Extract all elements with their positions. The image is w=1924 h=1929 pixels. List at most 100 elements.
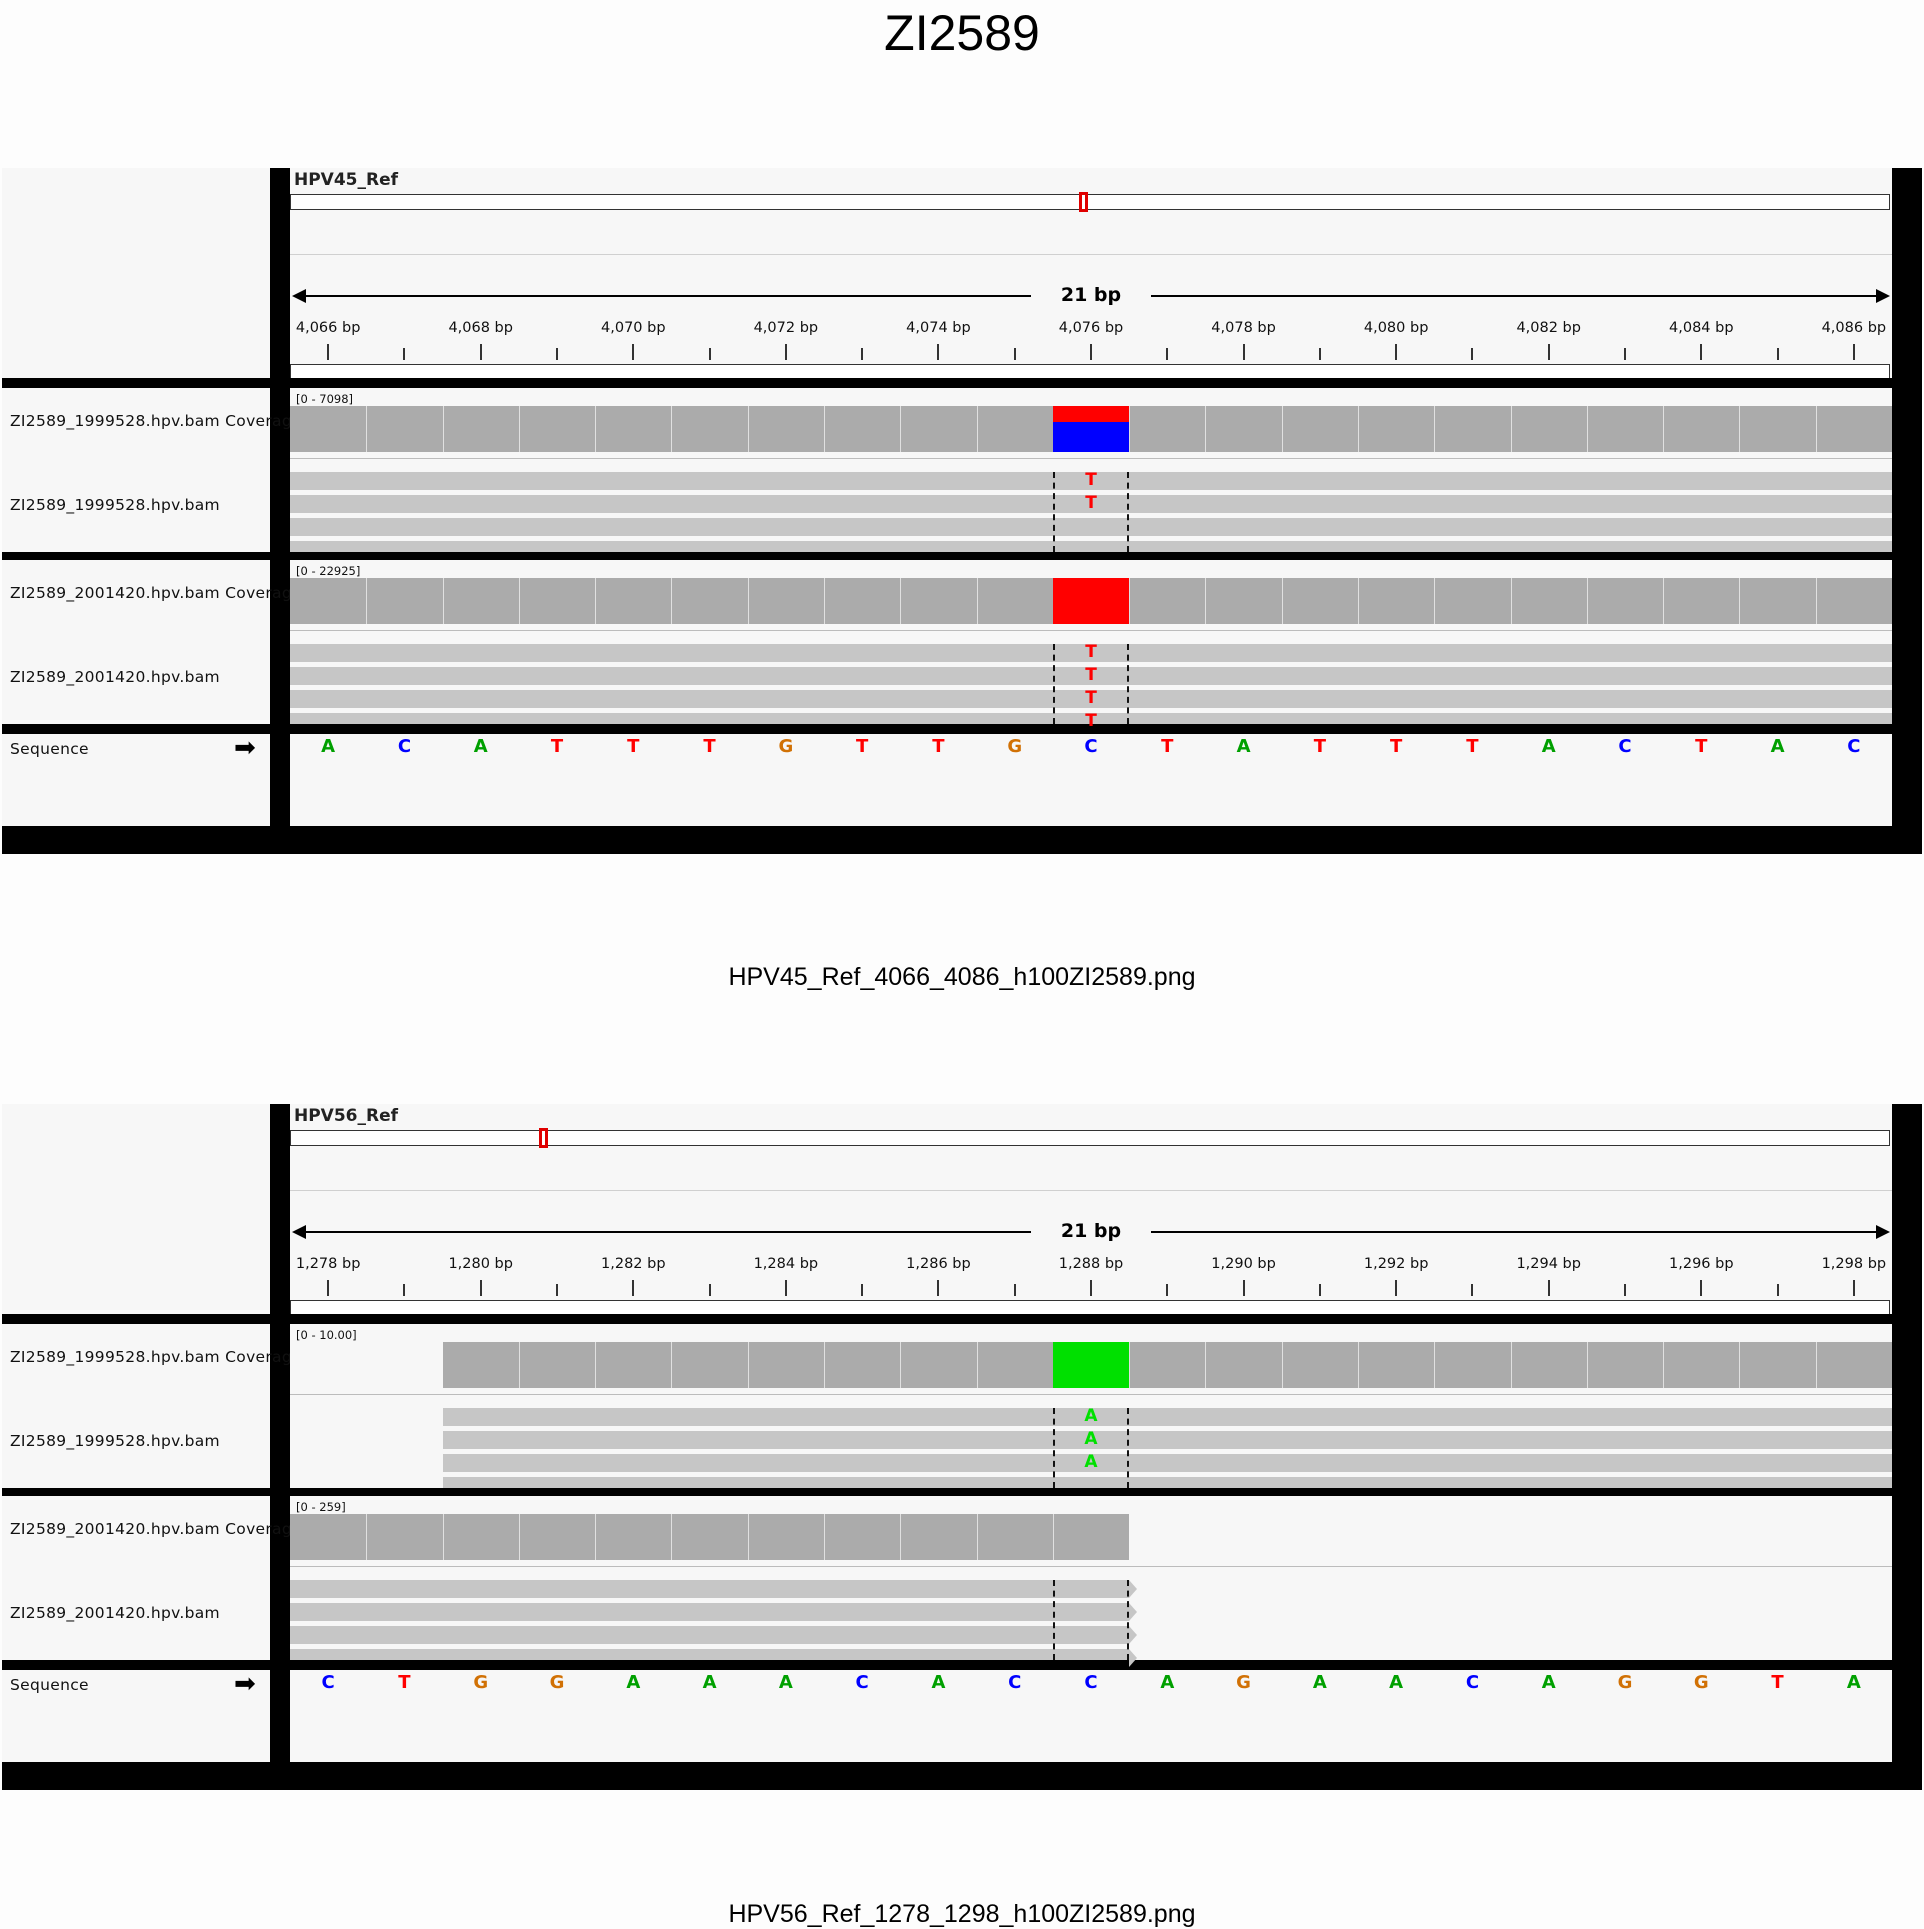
ruler-tick bbox=[1318, 1284, 1321, 1296]
coverage-track-label[interactable]: ZI2589_2001420.hpv.bam Coverage bbox=[10, 584, 302, 602]
aligned-read[interactable] bbox=[290, 644, 1892, 662]
variant-allele-bar-t[interactable] bbox=[1052, 578, 1130, 624]
sequence-label-area: Sequence ➡ bbox=[2, 1670, 270, 1762]
coverage-bar[interactable] bbox=[442, 1342, 1892, 1388]
ruler-tick bbox=[1852, 1280, 1855, 1296]
coverage-scale: [0 - 22925] bbox=[296, 564, 361, 578]
aligned-read[interactable] bbox=[290, 518, 1892, 536]
ruler-separator bbox=[290, 254, 1892, 255]
tick-label: 1,290 bp bbox=[1211, 1256, 1276, 1272]
reference-base: C bbox=[1084, 1672, 1098, 1693]
aligned-read[interactable] bbox=[290, 1580, 1130, 1598]
alignment-track-label[interactable]: ZI2589_2001420.hpv.bam bbox=[10, 668, 220, 686]
variant-allele-bar-t[interactable] bbox=[1052, 406, 1130, 422]
tick-label: 1,282 bp bbox=[601, 1256, 666, 1272]
reference-base: T bbox=[1695, 736, 1708, 757]
reference-base: A bbox=[778, 1672, 793, 1693]
aligned-read[interactable] bbox=[442, 1431, 1892, 1449]
current-region-marker[interactable] bbox=[538, 1128, 548, 1148]
ruler-tick bbox=[1318, 348, 1321, 360]
sample-track-area[interactable]: [0 - 7098] T T bbox=[290, 388, 1892, 552]
variant-allele-bar-c[interactable] bbox=[1052, 421, 1130, 452]
coverage-bar[interactable] bbox=[290, 1514, 1130, 1560]
reference-base: A bbox=[626, 1672, 641, 1693]
coverage-column-divider bbox=[1129, 578, 1131, 624]
aligned-read[interactable] bbox=[290, 541, 1892, 552]
span-length: 21 bp bbox=[1031, 284, 1151, 306]
coverage-column-divider bbox=[1815, 1342, 1817, 1388]
tick-label: 4,074 bp bbox=[906, 320, 971, 336]
coverage-alignment-separator bbox=[290, 1566, 1892, 1567]
sample-track-area[interactable]: [0 - 10.00] A A A bbox=[290, 1324, 1892, 1488]
strand-arrow-icon[interactable]: ➡ bbox=[234, 732, 256, 762]
coverage-column-divider bbox=[1281, 406, 1283, 452]
mismatch-base: T bbox=[1085, 642, 1097, 662]
coverage-column-divider bbox=[900, 1514, 902, 1560]
ruler-baseline bbox=[290, 364, 1890, 378]
coverage-column-divider bbox=[518, 1514, 520, 1560]
sample-track-area[interactable]: [0 - 259] bbox=[290, 1496, 1892, 1667]
aligned-read[interactable] bbox=[290, 690, 1892, 708]
coverage-column-divider bbox=[595, 406, 597, 452]
ruler-tick bbox=[403, 348, 406, 360]
sequence-track-label[interactable]: Sequence bbox=[10, 1676, 89, 1694]
aligned-read[interactable] bbox=[442, 1477, 1892, 1488]
coverage-column-divider bbox=[595, 1342, 597, 1388]
reference-base: C bbox=[1465, 1672, 1480, 1693]
coverage-track-label[interactable]: ZI2589_2001420.hpv.bam Coverage bbox=[10, 1520, 302, 1538]
sequence-track-label[interactable]: Sequence bbox=[10, 740, 89, 758]
aligned-read[interactable] bbox=[290, 472, 1892, 490]
chromosome-ideogram[interactable] bbox=[290, 192, 1890, 212]
reference-base: T bbox=[550, 736, 564, 757]
ruler-tick bbox=[1395, 344, 1398, 360]
current-region-marker[interactable] bbox=[1078, 192, 1088, 212]
ruler-tick bbox=[632, 344, 635, 360]
aligned-read[interactable] bbox=[290, 1603, 1130, 1621]
alignment-track-label[interactable]: ZI2589_1999528.hpv.bam bbox=[10, 496, 220, 514]
variant-allele-bar-a[interactable] bbox=[1052, 1342, 1130, 1388]
coverage-column-divider bbox=[1434, 1342, 1436, 1388]
coverage-scale: [0 - 10.00] bbox=[296, 1328, 357, 1342]
sample-label-area: ZI2589_1999528.hpv.bam Coverage ZI2589_19… bbox=[2, 1324, 302, 1488]
ruler-tick bbox=[1242, 344, 1245, 360]
ruler-tick bbox=[1395, 1280, 1398, 1296]
reference-base: A bbox=[1389, 1672, 1404, 1693]
ruler-tick bbox=[1166, 1284, 1169, 1296]
ruler-tick bbox=[1471, 1284, 1474, 1296]
aligned-read[interactable] bbox=[442, 1408, 1892, 1426]
tick-label: 1,286 bp bbox=[906, 1256, 971, 1272]
coverage-column-divider bbox=[366, 1514, 368, 1560]
aligned-read[interactable] bbox=[290, 713, 1892, 724]
chromosome-ideogram[interactable] bbox=[290, 1128, 1890, 1148]
ruler-tick bbox=[1852, 344, 1855, 360]
reference-base: C bbox=[321, 1672, 335, 1693]
coverage-column-divider bbox=[900, 1342, 902, 1388]
ruler-tick bbox=[784, 344, 787, 360]
alignment-track-label[interactable]: ZI2589_2001420.hpv.bam bbox=[10, 1604, 220, 1622]
coverage-column-divider bbox=[1358, 578, 1359, 624]
strand-arrow-icon[interactable]: ➡ bbox=[234, 1668, 256, 1698]
coverage-alignment-separator bbox=[290, 458, 1892, 459]
ruler-tick bbox=[327, 344, 330, 360]
aligned-read[interactable] bbox=[290, 1649, 1130, 1660]
coverage-column-divider bbox=[1663, 1342, 1665, 1388]
mismatch-base: T bbox=[1085, 470, 1097, 490]
tick-label: 4,072 bp bbox=[753, 320, 819, 336]
coverage-track-label[interactable]: ZI2589_1999528.hpv.bam Coverage bbox=[10, 1348, 302, 1366]
coverage-column-divider bbox=[900, 578, 902, 624]
aligned-read[interactable] bbox=[290, 667, 1892, 685]
reference-base: T bbox=[1390, 736, 1403, 757]
coverage-column-divider bbox=[1739, 1342, 1741, 1388]
aligned-read[interactable] bbox=[442, 1454, 1892, 1472]
ruler-tick bbox=[1776, 348, 1779, 360]
coverage-track-label[interactable]: ZI2589_1999528.hpv.bam Coverage bbox=[10, 412, 302, 430]
center-line-left bbox=[1052, 472, 1055, 552]
alignment-track-label[interactable]: ZI2589_1999528.hpv.bam bbox=[10, 1432, 220, 1450]
aligned-read[interactable] bbox=[290, 495, 1892, 513]
genome-name: HPV56_Ref bbox=[294, 1106, 399, 1126]
sequence-label-area: Sequence ➡ bbox=[2, 734, 270, 826]
image-caption: HPV56_Ref_1278_1298_h100ZI2589.png bbox=[728, 1900, 1196, 1928]
aligned-read[interactable] bbox=[290, 1626, 1130, 1644]
sample-track-area[interactable]: [0 - 22925] T T T T bbox=[290, 560, 1892, 731]
